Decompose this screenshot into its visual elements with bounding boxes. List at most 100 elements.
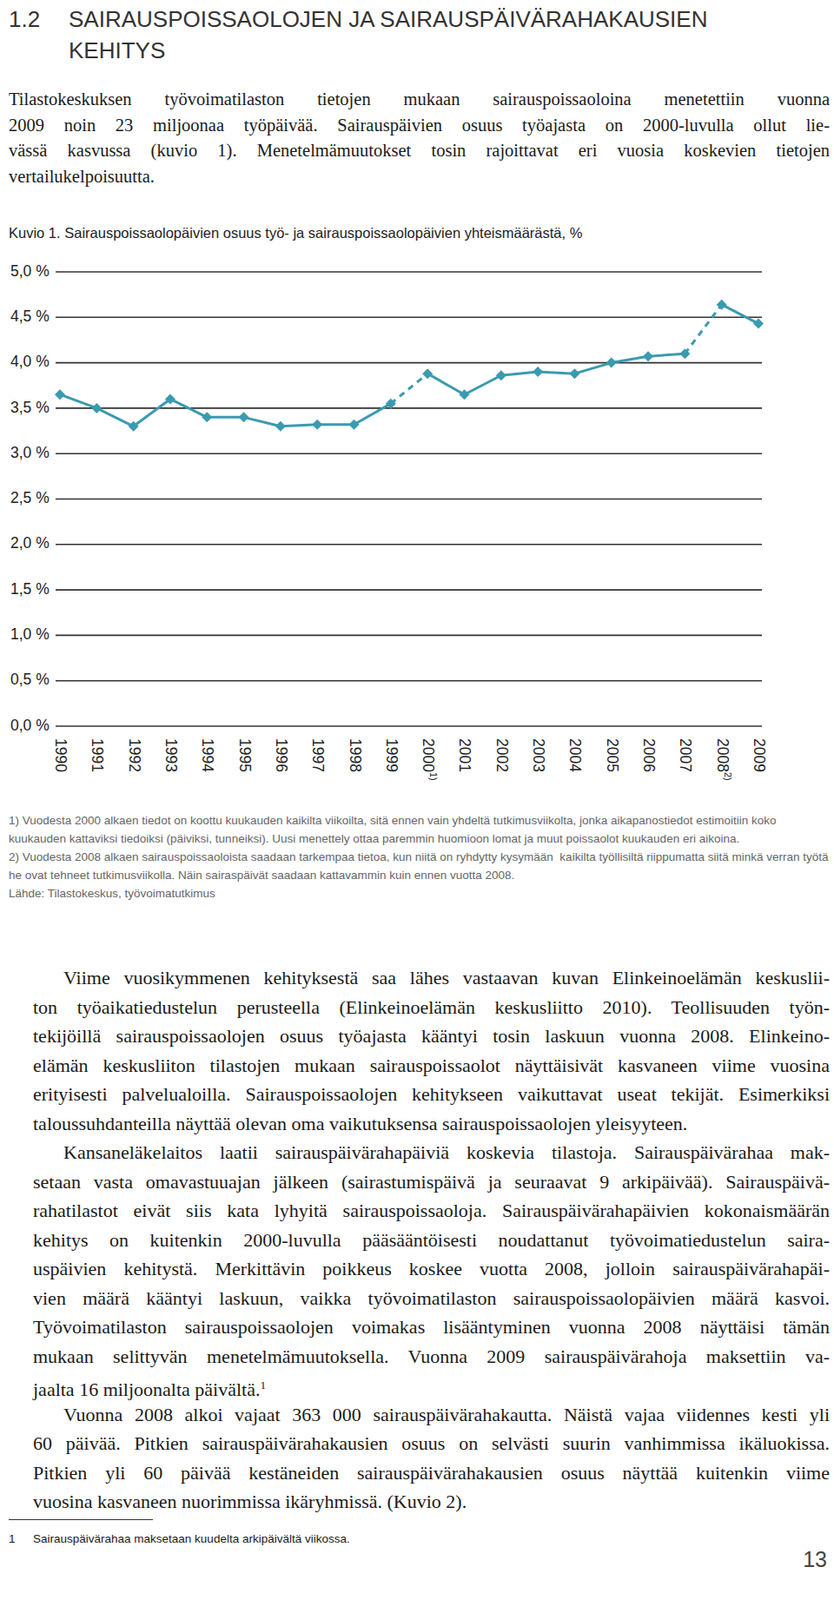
line-segment — [611, 356, 649, 363]
x-tick-text: 1995 — [236, 738, 254, 773]
intro-line: vässä kasvussa (kuvio 1). Menetelmämuuto… — [8, 138, 830, 165]
line-segment — [648, 353, 685, 357]
marker — [201, 411, 212, 423]
x-tick-label: 2007 — [677, 738, 695, 773]
body-line: setaan vasta omavastuuajan jälkeen (sair… — [33, 1167, 830, 1198]
footnote-rule — [8, 1519, 153, 1521]
line-segment — [96, 408, 133, 427]
intro-line-text: Tilastokeskuksen työvoimatilaston tietoj… — [8, 89, 830, 109]
grid-line — [55, 316, 762, 318]
marker — [496, 370, 507, 381]
body-line: elämän keskusliiton tilastojen mukaan sa… — [33, 1051, 830, 1081]
x-tick-text: 1993 — [162, 738, 180, 773]
heading-line-text: KEHITYS — [68, 37, 166, 64]
body-line: rahatilastot eivät siis kata lyhyitä sai… — [33, 1196, 830, 1226]
body-line: Työvoimatilaston sairauspoissaolojen voi… — [33, 1312, 830, 1343]
marker — [275, 421, 286, 432]
body-line: vien määrä kääntyi laskuun, vaikka työvo… — [33, 1284, 830, 1314]
note: Lähde: Tilastokeskus, työvoimatutkimus — [8, 884, 830, 903]
body-line: vuosina kasvaneen nuorimmissa ikäryhmiss… — [33, 1487, 830, 1517]
intro-line: vertailukelpoisuutta. — [8, 164, 830, 191]
x-tick-label: 2003 — [529, 738, 548, 773]
body-line: ton työaikatiedustelun perusteella (Elin… — [33, 992, 830, 1023]
x-tick-label: 1991 — [89, 738, 107, 773]
body-line: tekijöillä sairauspoissaolojen osuus työ… — [33, 1021, 830, 1052]
x-tick-label: 1995 — [236, 738, 254, 773]
x-tick-label: 1993 — [162, 738, 180, 773]
y-tick-label: 1,0 % — [10, 625, 50, 643]
line-segment — [280, 424, 318, 427]
marker — [606, 357, 617, 369]
x-tick-text: 2000 — [420, 738, 438, 773]
marker — [716, 299, 728, 311]
line-segment — [463, 375, 501, 395]
y-axis-line — [55, 271, 57, 727]
body-line: 60 päivää. Pitkien sairauspäivärahakausi… — [33, 1429, 830, 1459]
intro-line-text: vässä kasvussa (kuvio 1). Menetelmämuuto… — [8, 140, 830, 160]
x-tick-text: 1999 — [383, 738, 401, 773]
x-tick-label: 2001 — [456, 738, 475, 773]
footnote-text: Sairauspäivärahaa maksetaan kuudelta ark… — [33, 1530, 351, 1549]
body-line-text: Pitkien yli 60 päivää kestäneiden sairau… — [33, 1462, 830, 1484]
chart-title: Kuvio 1. Sairauspoissaolopäivien osuus t… — [8, 223, 583, 243]
y-tick-label: 2,0 % — [10, 534, 50, 552]
line-segment — [133, 398, 171, 426]
line-segment-dashed — [390, 373, 428, 404]
y-tick-label: 4,5 % — [10, 307, 50, 325]
x-tick-label: 1990 — [52, 738, 70, 773]
body-line-text: jaalta 16 miljoonalta päivältä. — [33, 1378, 260, 1401]
body-line-text: elämän keskusliiton tilastojen mukaan sa… — [33, 1054, 830, 1077]
grid-line — [55, 725, 762, 728]
chart-notes: 1) Vuodesta 2000 alkaen tiedot on koottu… — [8, 811, 830, 903]
x-tick-label: 2006 — [640, 738, 658, 773]
intro-line: Tilastokeskuksen työvoimatilaston tietoj… — [8, 86, 830, 113]
body-line-text: tekijöillä sairauspoissaolojen osuus työ… — [33, 1025, 830, 1047]
page-number: 13 — [802, 1545, 828, 1574]
body-line-text: 60 päivää. Pitkien sairauspäivärahakausi… — [33, 1432, 830, 1455]
body-line: Pitkien yli 60 päivää kestäneiden sairau… — [33, 1458, 830, 1489]
x-tick-text: 2002 — [493, 738, 511, 773]
x-tick-text: 2001 — [456, 738, 475, 773]
heading-number: 1.2 — [8, 3, 40, 35]
body-line-text: erityisesti palvelualoilla. Sairauspoiss… — [33, 1083, 830, 1106]
line-segment — [317, 423, 354, 426]
grid-line — [55, 680, 762, 682]
grid — [55, 271, 762, 727]
y-tick-label: 5,0 % — [10, 262, 50, 280]
intro-line: 2009 noin 23 miljoonaa työpäivää. Sairau… — [8, 112, 830, 139]
marker — [311, 419, 323, 431]
marker — [532, 366, 543, 378]
grid-line — [55, 543, 762, 546]
x-tick-label: 2004 — [567, 738, 585, 773]
y-tick-label: 1,5 % — [10, 580, 50, 598]
x-tick-text: 1991 — [89, 738, 107, 773]
x-tick-text: 2006 — [640, 738, 658, 773]
body-line-text: rahatilastot eivät siis kata lyhyitä sai… — [33, 1199, 830, 1222]
grid-line — [55, 271, 762, 273]
body-line: jaalta 16 miljoonalta päivältä.1 — [33, 1370, 830, 1405]
body-line-text: vuosina kasvaneen nuorimmissa ikäryhmiss… — [33, 1490, 467, 1513]
body-line-text: Viime vuosikymmenen kehityksestä saa läh… — [63, 966, 830, 989]
x-tick-text: 2003 — [529, 738, 548, 773]
x-tick-label: 2009 — [750, 738, 768, 773]
marker — [569, 368, 580, 379]
x-tick-text: 1990 — [52, 738, 70, 773]
x-tick-label: 2005 — [603, 738, 622, 773]
grid-line — [55, 589, 762, 591]
line-segment — [170, 398, 207, 417]
x-tick-label: 1996 — [272, 738, 291, 773]
marker — [128, 421, 139, 432]
grid-line — [55, 362, 762, 365]
line-segment — [537, 371, 575, 374]
y-tick-label: 3,0 % — [10, 443, 50, 462]
marker — [679, 348, 690, 359]
body-line-text: Työvoimatilaston sairauspoissaolojen voi… — [33, 1316, 830, 1338]
marker — [165, 393, 176, 404]
note: 1) Vuodesta 2000 alkaen tiedot on koottu… — [8, 811, 830, 848]
body-line: kehitys on kuitenkin 2000-luvulla pääsää… — [33, 1225, 830, 1256]
body-line-text: kehitys on kuitenkin 2000-luvulla pääsää… — [33, 1229, 830, 1251]
intro-line-text: vertailukelpoisuutta. — [8, 166, 155, 186]
marker — [54, 389, 66, 400]
x-tick-text: 1996 — [272, 738, 291, 773]
y-tick-label: 4,0 % — [10, 352, 50, 371]
